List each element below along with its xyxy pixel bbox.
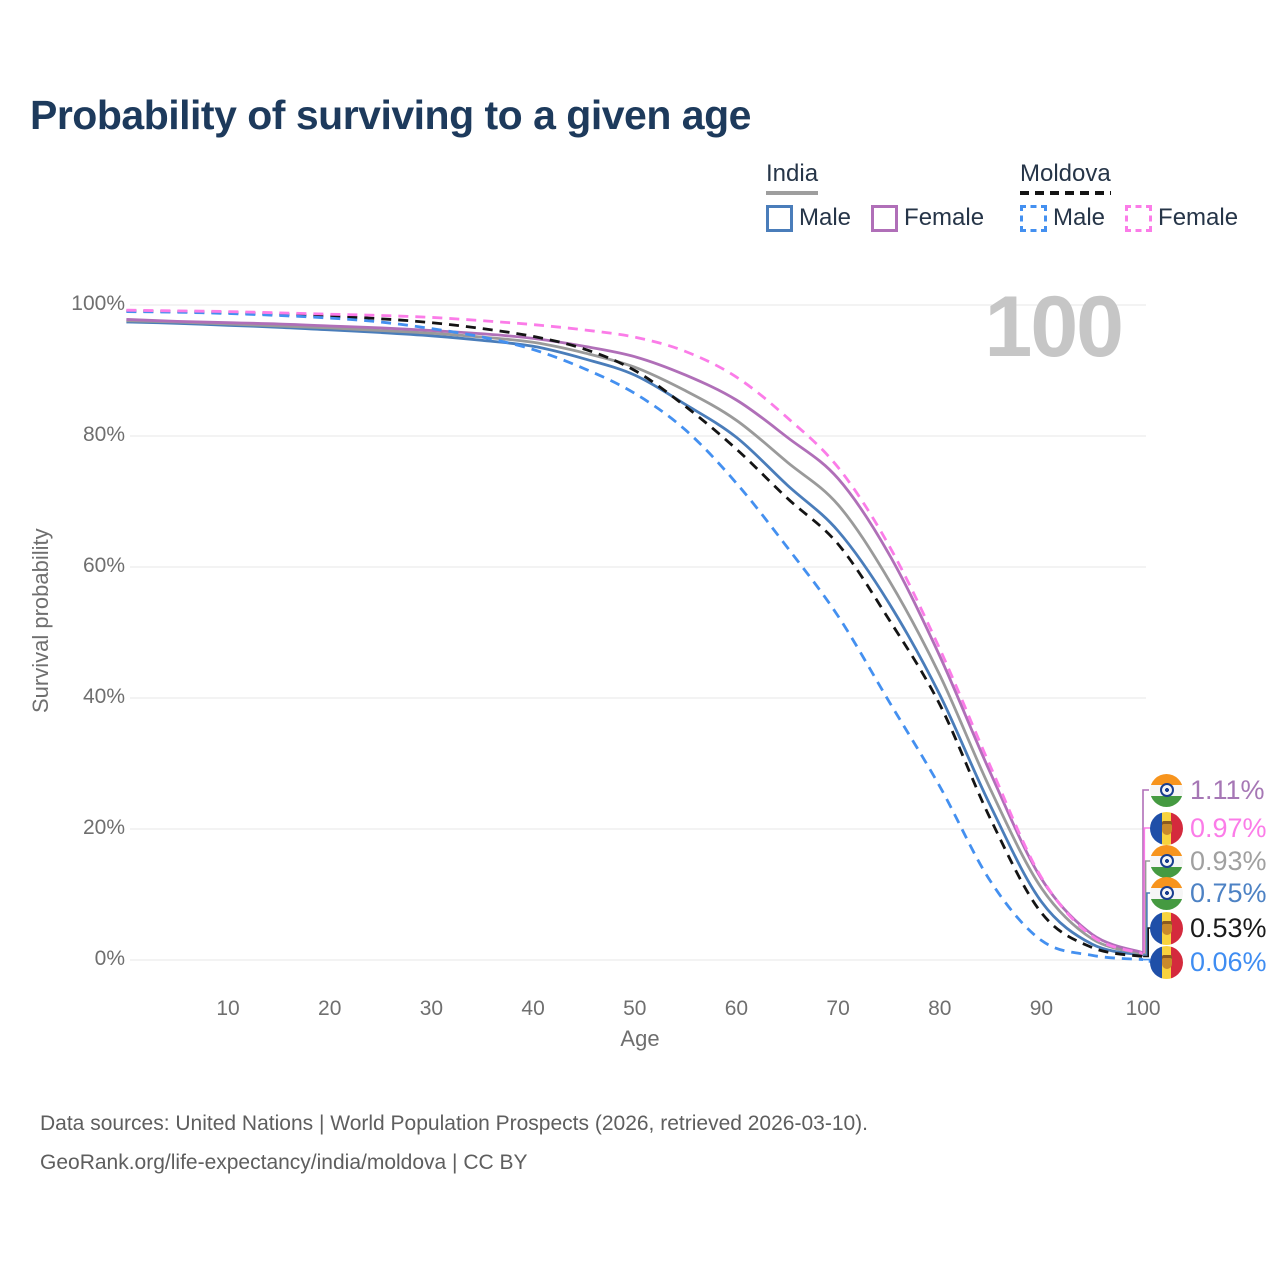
legend-item-label: Male xyxy=(1053,204,1106,231)
legend-swatch-icon xyxy=(766,204,793,232)
age-watermark: 100 xyxy=(984,279,1124,375)
footer-sources: Data sources: United Nations | World Pop… xyxy=(40,1112,869,1135)
chakra-icon xyxy=(1159,886,1174,900)
connector-line xyxy=(1143,860,1152,955)
moldova-emblem-icon xyxy=(1161,955,1172,969)
footer: Data sources: United Nations | World Pop… xyxy=(40,1104,868,1182)
flag-moldova-icon xyxy=(1150,945,1183,979)
end-label-value: 0.06% xyxy=(1190,946,1267,977)
end-label-value: 1.11% xyxy=(1190,774,1265,805)
legend-item-moldova-male[interactable]: Male xyxy=(1020,204,1105,232)
legend-item-label: Female xyxy=(904,204,985,231)
curve-india-female xyxy=(126,318,1144,955)
legend-item-label: Female xyxy=(1158,204,1239,231)
flag-moldova-icon xyxy=(1150,811,1183,845)
x-tick-label: 100 xyxy=(1125,997,1161,1020)
flag-india-icon xyxy=(1150,773,1183,807)
flag-india-icon xyxy=(1150,844,1183,878)
legend-item-india-male[interactable]: Male xyxy=(766,204,851,232)
end-label-value: 0.97% xyxy=(1190,812,1267,843)
x-tick-label: 50 xyxy=(623,997,647,1020)
end-label-india: 0.93% xyxy=(1150,844,1267,878)
x-tick-label: 30 xyxy=(419,997,444,1020)
end-label-value: 0.93% xyxy=(1190,845,1267,876)
x-axis-title: Age xyxy=(620,1026,660,1051)
end-label-moldova-male: 0.06% xyxy=(1150,945,1267,979)
curve-india xyxy=(126,319,1144,956)
curve-india-male xyxy=(126,320,1144,957)
legend-swatch-icon xyxy=(871,204,899,232)
y-tick-label: 100% xyxy=(71,292,125,315)
legend-item-moldova-female[interactable]: Female xyxy=(1125,204,1238,232)
curve-moldova xyxy=(126,309,1144,958)
y-tick-label: 40% xyxy=(82,685,125,708)
flag-india-icon xyxy=(1150,876,1183,910)
y-tick-label: 80% xyxy=(82,423,125,446)
end-label-india-female: 1.11% xyxy=(1150,773,1265,807)
legend-group-title-moldova: Moldova xyxy=(1020,160,1111,187)
x-tick-label: 90 xyxy=(1029,997,1054,1020)
y-tick-label: 20% xyxy=(82,816,125,839)
end-label-moldova: 0.53% xyxy=(1150,911,1267,945)
legend-group-moldova: Moldova Male Female xyxy=(1020,160,1238,232)
end-label-moldova-female: 0.97% xyxy=(1150,811,1267,845)
x-tick-label: 70 xyxy=(826,997,850,1020)
x-tick-label: 10 xyxy=(216,997,240,1020)
legend-swatch-icon xyxy=(1125,204,1153,232)
y-tick-label: 0% xyxy=(94,947,125,970)
x-tick-label: 20 xyxy=(318,997,342,1020)
connector-line xyxy=(1142,789,1149,954)
x-tick-label: 80 xyxy=(928,997,952,1020)
curve-moldova-female xyxy=(126,308,1144,955)
legend-underline xyxy=(1020,191,1111,195)
connector-line xyxy=(1143,892,1153,956)
legend-underline xyxy=(766,191,819,195)
chakra-icon xyxy=(1159,783,1174,797)
end-label-value: 0.75% xyxy=(1190,877,1267,908)
footer-attribution: GeoRank.org/life-expectancy/india/moldov… xyxy=(40,1151,528,1174)
chakra-icon xyxy=(1159,854,1174,868)
x-tick-label: 60 xyxy=(724,997,749,1020)
moldova-emblem-icon xyxy=(1161,921,1172,935)
end-label-india-male: 0.75% xyxy=(1150,876,1267,910)
legend-group-title-india: India xyxy=(766,160,819,187)
legend-item-india-female[interactable]: Female xyxy=(871,204,984,232)
legend-group-india: India Male Female xyxy=(766,160,984,232)
moldova-emblem-icon xyxy=(1161,821,1172,835)
x-tick-label: 40 xyxy=(521,997,545,1020)
y-tick-label: 60% xyxy=(82,554,125,577)
page-title: Probability of surviving to a given age xyxy=(30,92,751,138)
legend-swatch-icon xyxy=(1020,204,1047,232)
flag-moldova-icon xyxy=(1150,911,1183,945)
curve-moldova-male xyxy=(126,310,1144,961)
legend-item-label: Male xyxy=(799,204,852,231)
end-label-value: 0.53% xyxy=(1190,912,1267,943)
